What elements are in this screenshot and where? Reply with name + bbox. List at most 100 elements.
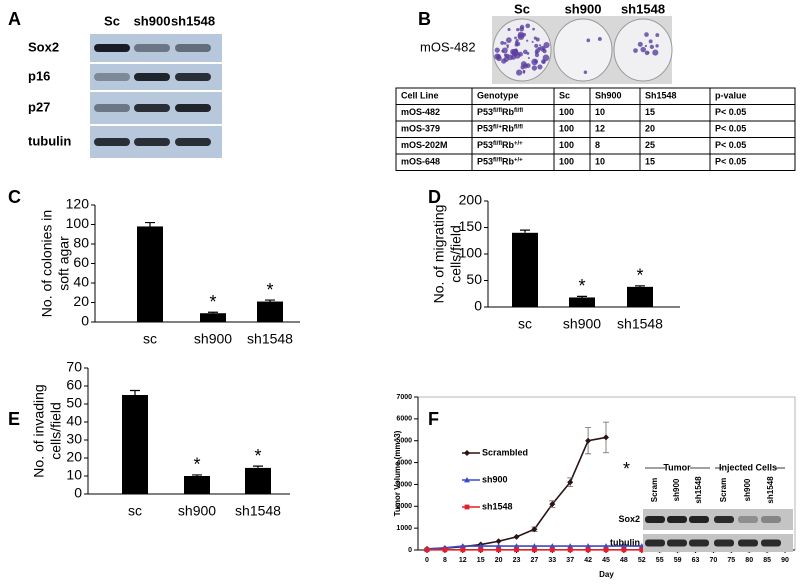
x-tick-label: 70	[710, 557, 718, 564]
colony	[542, 54, 550, 62]
superscript: fl/+	[493, 124, 502, 130]
row-label: Sox2	[618, 514, 640, 524]
band	[134, 44, 170, 52]
lane-label: sh1548	[694, 476, 703, 504]
x-tick-label: 63	[692, 557, 700, 564]
y-tick-label: 0	[81, 313, 89, 329]
table-cell: 100	[559, 107, 574, 117]
x-tick-label: 55	[656, 557, 664, 564]
x-tick-label: sc	[128, 503, 142, 519]
band	[134, 104, 170, 112]
bar	[627, 286, 653, 307]
colony	[494, 47, 500, 53]
colony	[586, 38, 591, 43]
colony	[496, 55, 502, 62]
error-bar	[635, 285, 645, 287]
group-label: Tumor	[663, 462, 691, 472]
colony	[506, 46, 509, 49]
band	[94, 138, 130, 146]
colony	[597, 37, 602, 41]
y-tick-label: 0	[74, 485, 82, 501]
x-tick-label: 0	[425, 557, 429, 564]
error-bar	[520, 229, 530, 233]
legend-label: Scrambled	[482, 447, 528, 457]
colony	[532, 27, 535, 31]
colony	[506, 44, 510, 48]
x-tick-label: 45	[602, 557, 610, 564]
marker	[549, 501, 556, 508]
table-cell: mOS-648	[401, 157, 440, 167]
lane-label: Scram	[650, 478, 659, 502]
genotype: P53fl/flRb+/+	[477, 140, 523, 150]
colony	[538, 44, 542, 47]
x-tick-label: sh1548	[247, 331, 293, 347]
table-header: Genotype	[477, 91, 519, 101]
colony	[644, 44, 648, 48]
band	[738, 539, 758, 547]
legend-marker	[464, 477, 470, 483]
marker	[496, 547, 501, 553]
error-bar	[253, 465, 263, 468]
colony	[633, 48, 638, 53]
colony	[503, 56, 509, 62]
y-tick-label: 200	[459, 192, 483, 208]
superscript: fl/fl	[493, 140, 502, 146]
colony	[518, 51, 523, 57]
superscript: +/+	[514, 140, 523, 146]
table-cell: 25	[645, 140, 655, 150]
band	[689, 516, 709, 523]
colony	[507, 27, 511, 32]
table-cell: 10	[595, 107, 605, 117]
y-tick-label: 100	[459, 245, 483, 261]
marker	[603, 547, 609, 553]
colony	[516, 28, 520, 32]
table-cell: 10	[595, 157, 605, 167]
dish-label: Sc	[514, 1, 530, 16]
marker	[424, 547, 430, 553]
marker	[477, 543, 484, 549]
marker	[603, 434, 609, 441]
table-cell: mOS-379	[401, 124, 440, 134]
marker	[460, 547, 466, 553]
marker	[442, 547, 448, 553]
colony	[514, 42, 519, 47]
band	[94, 104, 130, 112]
y-tick-label: 0	[408, 547, 412, 554]
legend-marker	[464, 450, 470, 456]
marker	[531, 526, 538, 533]
superscript: fl/fl	[514, 124, 523, 130]
significance: *	[636, 266, 643, 286]
lane-label: sh1548	[171, 13, 215, 28]
colony	[500, 40, 505, 45]
x-tick-label: 27	[531, 557, 539, 564]
panel-label: E	[8, 409, 20, 429]
marker	[585, 543, 592, 549]
x-tick-label: 12	[459, 557, 467, 564]
table: Cell Line Genotype Sc Sh900 Sh1548 p-value mOS…	[395, 87, 796, 171]
colony	[501, 47, 508, 54]
colony	[506, 37, 512, 43]
lane-label: sh1548	[766, 476, 775, 504]
marker	[603, 543, 609, 549]
significance: *	[193, 455, 200, 475]
table-header: Sh1548	[645, 91, 677, 101]
panel-label: B	[418, 9, 431, 29]
band	[645, 516, 665, 523]
row-label: tubulin	[610, 537, 640, 547]
band	[761, 516, 781, 523]
y-tick-label: 100	[66, 215, 90, 231]
x-tick-label: 8	[443, 557, 447, 564]
colony	[526, 39, 529, 42]
colony	[522, 71, 526, 74]
x-tick-label: sc	[143, 331, 157, 347]
error-bar	[192, 474, 202, 476]
table-header: Cell Line	[401, 91, 439, 101]
band	[761, 539, 781, 547]
band	[645, 539, 665, 547]
bar	[200, 313, 226, 322]
lane-label: sh900	[134, 13, 171, 28]
marker	[532, 547, 537, 553]
band	[738, 516, 758, 523]
row-label: Sox2	[28, 39, 59, 54]
y-tick-label: 10	[66, 467, 82, 483]
